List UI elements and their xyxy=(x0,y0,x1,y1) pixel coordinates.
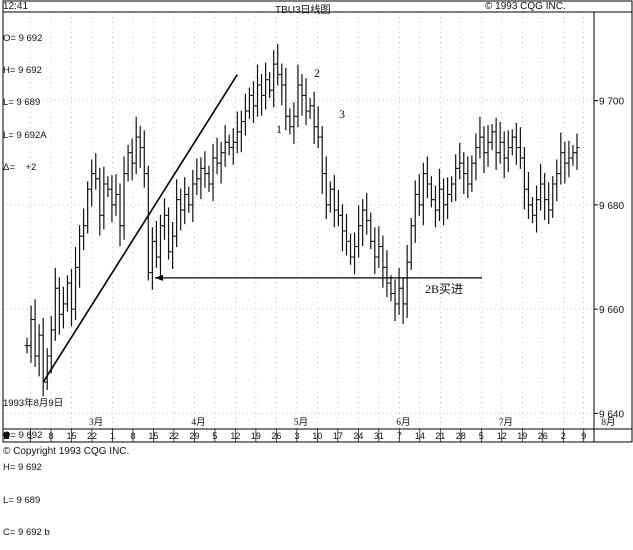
date-tick-label: 26 xyxy=(538,431,548,441)
date-tick-label: 21 xyxy=(435,431,445,441)
quote-open: O= 9 692 xyxy=(3,429,43,441)
date-tick-label: 3 xyxy=(294,431,299,441)
header-time: 12:41 xyxy=(3,1,29,12)
quote-high: H= 9 692 xyxy=(3,64,42,76)
quote-last: L= 9 692A xyxy=(3,129,47,141)
date-tick-label: 15 xyxy=(66,431,76,441)
price-tick-label: 9 680 xyxy=(599,201,624,212)
price-tick-label: 9 660 xyxy=(599,305,624,316)
date-tick-label: 14 xyxy=(415,431,425,441)
date-tick-label: 2 xyxy=(561,431,566,441)
quote-open: O= 9 692 xyxy=(3,32,43,44)
chart-annotations: 2B买进 1 2 3 xyxy=(42,66,482,383)
trendline xyxy=(42,74,238,383)
scroll-marker xyxy=(4,432,9,439)
date-tick-label: 1 xyxy=(28,431,33,441)
date-tick-label: 1 xyxy=(110,431,115,441)
month-label: 3月 xyxy=(89,417,103,428)
date-tick-label: 17 xyxy=(333,431,343,441)
date-tick-label: 22 xyxy=(169,431,179,441)
date-tick-label: 26 xyxy=(271,431,281,441)
top-quote-panel: O= 9 692 H= 9 692 L= 9 689 L= 9 692A Δ= … xyxy=(3,12,47,185)
price-tick-label: 9 640 xyxy=(599,409,624,420)
month-label: 5月 xyxy=(294,417,308,428)
chart-grid xyxy=(3,12,594,429)
month-label: 7月 xyxy=(499,417,513,428)
wave-label: 1 xyxy=(276,122,282,136)
date-tick-label: 12 xyxy=(497,431,507,441)
date-tick-label: 5 xyxy=(212,431,217,441)
quote-close: C= 9 692 b xyxy=(3,527,50,539)
wave-label: 3 xyxy=(339,107,345,121)
bottom-quote-panel: 1993年8月9日 O= 9 692 H= 9 692 L= 9 689 C= … xyxy=(3,377,63,550)
date-tick-label: 8 xyxy=(48,431,53,441)
quote-change-label: Δ= xyxy=(3,162,15,174)
date-tick-label: 9 xyxy=(581,431,586,441)
date-tick-label: 15 xyxy=(148,431,158,441)
month-label: 8月 xyxy=(601,417,615,428)
chart-title: TBU3日线图 xyxy=(275,5,331,16)
date-tick-label: 8 xyxy=(130,431,135,441)
month-label: 4月 xyxy=(191,417,205,428)
date-tick-label: 24 xyxy=(353,431,363,441)
quote-low: L= 9 689 xyxy=(3,494,41,506)
quote-low: L= 9 689 xyxy=(3,97,41,109)
quote-high: H= 9 692 xyxy=(3,462,42,474)
wave-label: 2 xyxy=(314,66,320,80)
date-tick-label: 19 xyxy=(251,431,261,441)
date-tick-label: 22 xyxy=(87,431,97,441)
arrow-head xyxy=(155,274,163,281)
quote-date: 1993年8月9日 xyxy=(3,397,64,409)
quote-change-value: +2 xyxy=(25,162,37,174)
date-tick-label: 12 xyxy=(230,431,240,441)
price-tick-label: 9 700 xyxy=(599,97,624,108)
header-copyright: © 1993 CQG INC. xyxy=(485,1,566,12)
month-label: 6月 xyxy=(396,417,410,428)
date-tick-label: 5 xyxy=(479,431,484,441)
date-tick-label: 31 xyxy=(374,431,384,441)
date-tick-label: 29 xyxy=(189,431,199,441)
quote-change: Δ= +2 xyxy=(3,162,47,174)
date-tick-label: 10 xyxy=(312,431,322,441)
date-tick-label: 19 xyxy=(517,431,527,441)
arrow-label: 2B买进 xyxy=(425,282,463,296)
date-tick-label: 28 xyxy=(456,431,466,441)
footer-copyright: © Copyright 1993 CQG INC. xyxy=(3,446,130,457)
ohlc-bars xyxy=(24,43,580,397)
date-tick-label: 7 xyxy=(397,431,402,441)
